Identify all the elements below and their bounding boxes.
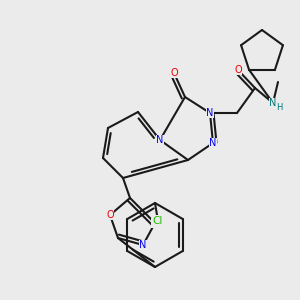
Text: N: N — [139, 240, 147, 250]
Text: N: N — [269, 98, 277, 108]
Text: O: O — [170, 68, 178, 78]
Text: N: N — [206, 108, 214, 118]
Text: N: N — [151, 218, 159, 228]
Text: Cl: Cl — [153, 216, 163, 226]
Text: N: N — [209, 138, 217, 148]
Text: O: O — [234, 65, 242, 75]
Text: N: N — [156, 135, 164, 145]
Text: O: O — [106, 210, 114, 220]
Text: H: H — [276, 103, 282, 112]
